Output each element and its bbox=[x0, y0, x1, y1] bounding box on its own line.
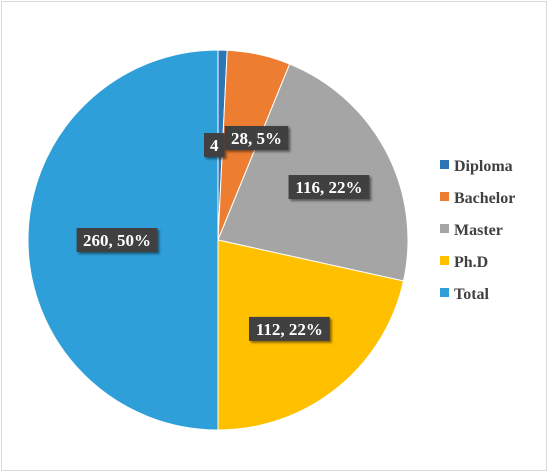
legend-item-master: Master bbox=[440, 222, 503, 239]
legend-item-bachelor: Bachelor bbox=[440, 190, 515, 207]
data-label-diploma: 4 bbox=[203, 133, 225, 158]
svg-text:116, 22%: 116, 22% bbox=[295, 178, 362, 197]
legend-swatch-master bbox=[440, 224, 449, 233]
legend-swatch-diploma bbox=[440, 160, 449, 169]
data-labels: 4 28, 5% 116, 22% 112, 22% 260, 50% bbox=[76, 125, 370, 341]
legend-swatch-bachelor bbox=[440, 192, 449, 201]
legend-swatch-ph-d bbox=[440, 256, 449, 265]
legend-label-bachelor: Bachelor bbox=[454, 190, 515, 207]
svg-text:112, 22%: 112, 22% bbox=[256, 320, 323, 339]
legend-item-ph-d: Ph.D bbox=[440, 254, 488, 271]
legend-swatch-total bbox=[440, 288, 449, 297]
legend-item-total: Total bbox=[440, 286, 490, 303]
svg-text:4: 4 bbox=[210, 136, 219, 155]
svg-text:28, 5%: 28, 5% bbox=[231, 129, 282, 148]
legend-label-master: Master bbox=[454, 222, 503, 239]
legend-label-ph-d: Ph.D bbox=[454, 254, 488, 271]
data-label-total: 260, 50% bbox=[76, 228, 158, 252]
legend-item-diploma: Diploma bbox=[440, 158, 513, 175]
data-label-bachelor: 28, 5% bbox=[224, 125, 289, 150]
legend: Diploma Bachelor Master Ph.D Total bbox=[440, 158, 515, 303]
slice-master bbox=[217, 63, 409, 282]
legend-label-total: Total bbox=[454, 286, 490, 303]
svg-text:260, 50%: 260, 50% bbox=[83, 231, 151, 250]
legend-label-diploma: Diploma bbox=[454, 158, 513, 175]
data-label-ph-d: 112, 22% bbox=[248, 316, 330, 341]
data-label-master: 116, 22% bbox=[288, 175, 370, 200]
